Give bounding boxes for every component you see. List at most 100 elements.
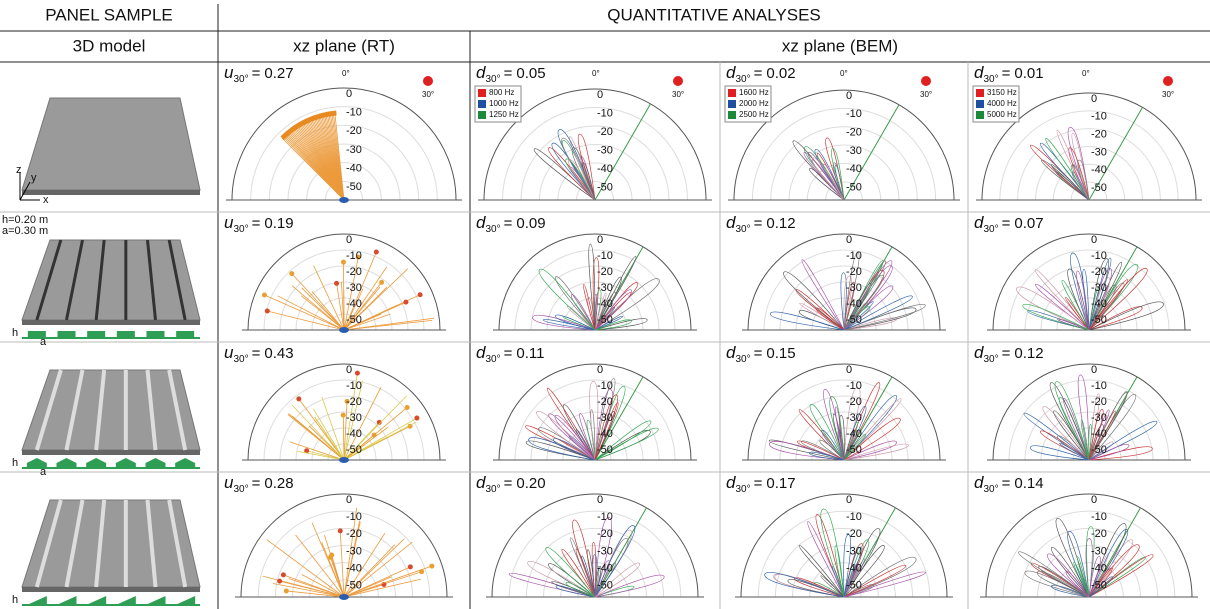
polar-tick-label: -20 <box>346 266 362 278</box>
lobe <box>832 162 845 201</box>
ray <box>279 580 345 598</box>
lobe <box>840 272 847 331</box>
metric-equals: = <box>252 215 261 232</box>
ray <box>343 417 418 461</box>
lobe <box>843 564 861 598</box>
polar-ring <box>1056 297 1122 331</box>
polar-tick-label: 0 <box>597 364 603 376</box>
polar-tick-label: -30 <box>846 545 862 557</box>
metric-subscript: 30° <box>233 484 248 495</box>
polar-ring <box>1054 562 1124 598</box>
polar-ring <box>263 249 425 331</box>
polar-ring <box>311 427 377 461</box>
polar-tick-label: -30 <box>1091 545 1107 557</box>
ray <box>343 532 386 598</box>
ray-tip <box>404 404 410 410</box>
metric-subscript: 30° <box>233 354 248 365</box>
metric-equals: = <box>504 475 513 492</box>
lobe <box>1088 277 1111 331</box>
polar-ring <box>1035 146 1143 201</box>
polar-tick-label: -50 <box>846 182 862 194</box>
ray <box>343 268 408 331</box>
polar-tick-label: -10 <box>846 250 862 262</box>
lobe <box>843 265 893 331</box>
polar-ring <box>733 89 955 201</box>
metric-subscript: 30° <box>735 354 750 365</box>
lobe <box>546 387 596 461</box>
lobe <box>843 387 861 461</box>
polar-ring <box>806 162 882 201</box>
bem-header: xz plane (BEM) <box>782 36 898 55</box>
lobe <box>1088 261 1123 331</box>
polar-ring <box>525 527 665 598</box>
profile-element <box>56 596 77 605</box>
ray-tip <box>429 563 435 569</box>
polar-tick-label: -30 <box>346 545 362 557</box>
polar-ring <box>992 363 1186 461</box>
lobe <box>1088 567 1113 598</box>
ray <box>343 380 363 461</box>
source-marker <box>423 76 433 86</box>
ray <box>341 281 345 331</box>
lobe <box>843 545 885 598</box>
lobe <box>566 305 596 331</box>
polar-ring <box>557 162 633 201</box>
polar-ring <box>295 411 393 461</box>
polar-ring <box>560 562 630 598</box>
lobe <box>527 561 596 598</box>
polar-tick-label: -30 <box>346 412 362 424</box>
lobe <box>594 318 648 331</box>
metric-value: 0.07 <box>1014 215 1043 232</box>
source <box>339 327 349 333</box>
polar-ring <box>247 233 441 331</box>
panel-model: zyx <box>16 97 201 206</box>
incidence-line <box>594 507 647 598</box>
lobe <box>554 414 596 461</box>
profile-element <box>115 596 136 605</box>
polar-ring <box>1002 511 1176 598</box>
polar-tick-label: -40 <box>597 298 613 310</box>
metric-subscript: 30° <box>233 224 248 235</box>
polar-tick-label: -10 <box>846 380 862 392</box>
profile-element <box>86 458 107 468</box>
polar-ring <box>779 395 909 461</box>
analysis-cell: u30° = 0.270-10-20-30-40-500°30° <box>224 63 462 203</box>
ray <box>313 408 345 461</box>
legend-swatch <box>478 100 486 108</box>
lobe <box>1018 551 1090 598</box>
lobe <box>1088 301 1164 331</box>
profile-element <box>175 458 196 468</box>
metric-symbol: u <box>224 63 234 82</box>
analyses-header: QUANTITATIVE ANALYSES <box>607 5 821 24</box>
profile-label: a <box>40 336 47 348</box>
lobe <box>823 163 845 201</box>
lobe <box>843 260 884 331</box>
lobe <box>594 289 633 331</box>
ray <box>343 565 433 598</box>
ray <box>343 313 391 331</box>
lobe <box>1088 409 1104 461</box>
lobe <box>843 275 853 331</box>
analysis-cell: u30° = 0.43 0 -10 -20 -30 -40 -50 <box>224 343 446 463</box>
lobe <box>769 311 845 331</box>
lobe <box>1085 538 1093 598</box>
analysis-cell: d30° = 0.20 0 -10 -20 -30 -40 -50 <box>476 473 704 598</box>
polar-tick-label: -10 <box>346 250 362 262</box>
metric-symbol: d <box>726 63 736 82</box>
panel-rib <box>167 369 188 451</box>
lobe <box>548 413 596 461</box>
metric-label: d30° = 0.14 <box>974 473 1044 494</box>
lobe <box>555 585 596 598</box>
polar-tick-label: -20 <box>1091 528 1107 540</box>
lobe <box>528 437 596 461</box>
lobe <box>538 268 596 331</box>
polar-tick-label: -30 <box>597 412 613 424</box>
metric-label: d30° = 0.07 <box>974 213 1044 234</box>
analysis-cell: d30° = 0.020-10-20-30-40-500°30°1600 Hz200… <box>724 63 960 201</box>
ray <box>331 554 345 598</box>
lobe <box>1049 382 1090 461</box>
lobe <box>594 315 624 331</box>
angle-label: 0° <box>1082 69 1090 78</box>
metric-symbol: u <box>224 213 234 232</box>
metric-label: u30° = 0.43 <box>224 343 294 364</box>
